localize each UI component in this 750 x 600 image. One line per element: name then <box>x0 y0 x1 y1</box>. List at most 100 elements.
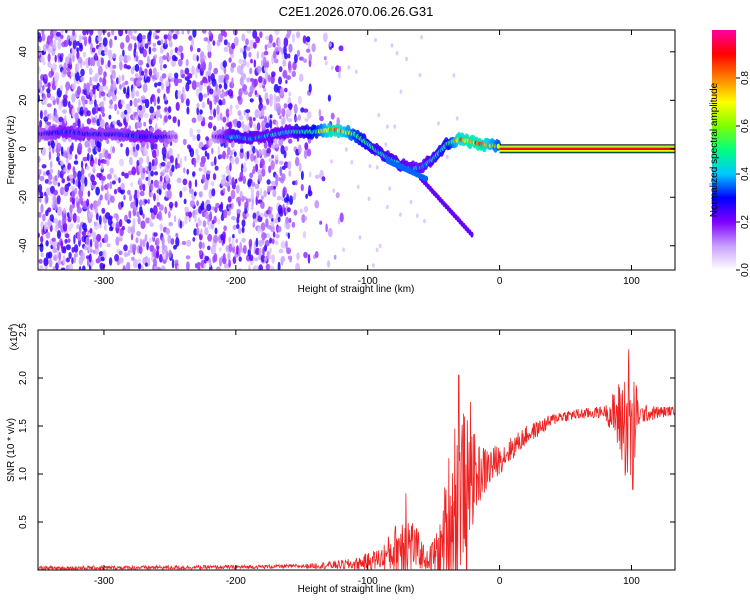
spectrogram-noise-cell <box>240 148 244 153</box>
spectrogram-noise-cell <box>231 238 235 248</box>
spectrogram-noise-cell <box>250 58 253 64</box>
spectrogram-noise-cell <box>242 124 248 135</box>
spectrogram-noise-cell <box>148 46 152 55</box>
spectrogram-noise-cell <box>263 141 268 149</box>
spectrogram-noise-cell <box>106 159 110 167</box>
spectrogram-noise-cell <box>252 145 256 154</box>
snr-series-line <box>38 349 675 570</box>
spectrogram-noise-cell <box>60 34 64 39</box>
x-tick-label: 0 <box>497 276 503 287</box>
spectrogram-noise-cell <box>153 171 159 176</box>
spectrogram-noise-cell <box>213 67 219 75</box>
spectrogram-noise-cell <box>193 228 198 236</box>
spectrogram-noise-cell <box>281 107 286 118</box>
spectrogram-noise-cell <box>183 198 187 205</box>
spectrogram-noise-cell <box>252 165 256 171</box>
spectrogram-noise-cell <box>132 36 138 41</box>
spectrogram-x-ticks: -300 -200 -100 0 100 <box>94 30 640 287</box>
spectrogram-noise-cell <box>142 239 146 248</box>
spectrogram-noise-cell <box>120 188 125 195</box>
spectrogram-noise-cell <box>77 56 83 64</box>
spectrogram-noise-cell <box>303 149 308 160</box>
spectrogram-noise-cell <box>166 183 171 191</box>
x-tick-label: -200 <box>226 276 246 287</box>
spectrogram-noise-cell <box>88 35 92 44</box>
spectrogram-noise-cell <box>201 30 207 34</box>
spectrogram-noise-cell <box>60 267 66 270</box>
spectrogram-noise-cell <box>173 244 177 250</box>
spectrogram-noise-cell <box>125 113 130 123</box>
spectrogram-noise-cell <box>227 196 232 203</box>
spectrogram-noise-cell <box>269 247 272 254</box>
spectrogram-noise-cell <box>119 54 123 63</box>
spectrogram-noise-cell <box>287 117 293 123</box>
spectrogram-noise-cell <box>198 167 203 172</box>
spectrogram-noise-cell <box>231 77 234 86</box>
spectrogram-noise-cell <box>72 53 75 63</box>
spectrogram-noise-cell <box>224 74 230 81</box>
spectrogram-noise-cell <box>182 86 185 96</box>
spectrogram-noise-cell <box>176 265 180 270</box>
spectrogram-noise-cell <box>283 37 289 47</box>
spectrogram-noise-cell <box>265 71 269 82</box>
y-tick-label: 2.5 <box>18 323 29 337</box>
spectrogram-noise-cell <box>155 30 161 34</box>
snr-panel: -300 -200 -100 0 100 0.5 1.0 1.5 2.0 2.5 Height … <box>6 323 676 595</box>
spectrogram-noise-cell <box>100 100 105 107</box>
spectrogram-noise-cell <box>241 33 246 42</box>
spectrogram-noise-cell <box>256 50 259 60</box>
spectrogram-noise-cell <box>186 106 190 115</box>
spectrogram-noise-cell <box>142 167 146 174</box>
spectrogram-noise-cell <box>38 211 42 218</box>
spectrogram-noise-cell <box>65 257 70 263</box>
spectrogram-noise-cell <box>177 90 182 99</box>
spectrogram-noise-cell <box>215 94 219 103</box>
spectrogram-noise-cell <box>282 59 287 67</box>
spectrogram-noise-cell <box>80 76 85 82</box>
spectrogram-noise-cell <box>132 258 138 269</box>
spectrogram-noise-cell <box>188 35 193 41</box>
spectrogram-noise-cell <box>200 228 203 236</box>
spectrogram-noise-cell <box>247 249 251 257</box>
spectrogram-noise-cell <box>56 156 60 162</box>
spectrogram-noise-cell <box>136 163 139 174</box>
spectrogram-noise-cell <box>79 106 84 117</box>
spectrogram-noise-cell <box>55 262 59 270</box>
spectrogram-noise-cell <box>124 172 129 179</box>
colorbar-label: Normalized spectral amplitude <box>709 82 720 217</box>
spectrogram-noise-cell <box>230 157 235 165</box>
spectrogram-noise-cell <box>259 188 263 196</box>
spectrogram-noise-cell <box>181 240 187 246</box>
colorbar-tick-label: 0.6 <box>740 119 750 133</box>
spectrogram-noise-cell <box>241 226 245 234</box>
spectrogram-noise-cell <box>209 100 213 111</box>
spectrogram-noise-cell <box>182 138 187 146</box>
spectrogram-noise-cell <box>347 65 351 70</box>
spectrogram-noise-cell <box>155 108 161 118</box>
spectrogram-noise-cell <box>138 110 144 119</box>
x-tick-label: 100 <box>623 276 640 287</box>
spectrogram-noise-cell <box>248 116 253 121</box>
spectrogram-noise-cell <box>275 120 279 126</box>
y-tick-label: 0.5 <box>18 515 29 529</box>
spectrogram-noise-cell <box>158 210 162 221</box>
spectrogram-noise-cell <box>139 199 143 207</box>
spectrogram-noise-cell <box>103 71 107 78</box>
spectrogram-noise-cell <box>295 262 300 270</box>
spectrogram-noise-cell <box>200 155 206 164</box>
spectrogram-noise-cell <box>87 147 92 154</box>
spectrogram-noise-cell <box>104 223 107 231</box>
spectrogram-noise-cell <box>216 104 220 115</box>
spectrogram-noise-cell <box>241 73 247 80</box>
spectrogram-noise-cell <box>107 31 111 38</box>
spectrogram-noise-cell <box>80 167 85 176</box>
spectrogram-noise-cell <box>204 150 208 157</box>
spectrogram-noise-cell <box>284 87 288 93</box>
spectrogram-noise-cell <box>86 258 90 267</box>
spectrogram-noise-cell <box>272 231 276 238</box>
spectrogram-noise-cell <box>256 65 262 74</box>
spectrogram-noise-cell <box>280 47 284 55</box>
spectrogram-noise-cell <box>101 207 106 214</box>
spectrogram-noise-cell <box>76 215 80 223</box>
